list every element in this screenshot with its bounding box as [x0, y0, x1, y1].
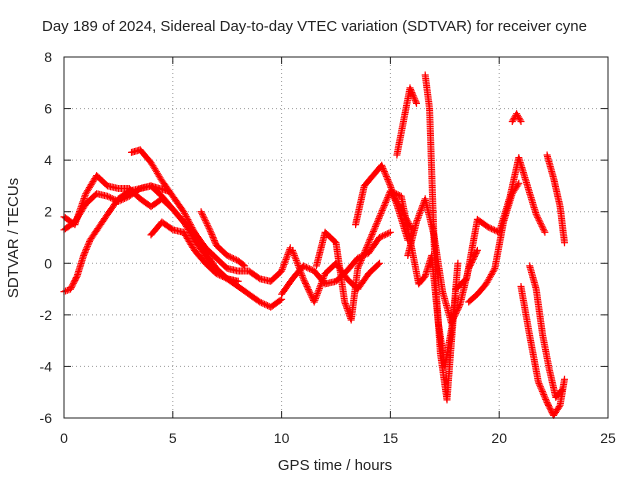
y-tick-label: 4 — [44, 152, 52, 168]
data-point-markers — [465, 179, 523, 306]
data-point-markers — [526, 262, 566, 401]
x-tick-label: 0 — [60, 430, 68, 446]
series-track-11 — [393, 84, 420, 159]
series-track-16 — [465, 179, 523, 306]
data-point-markers — [393, 84, 420, 159]
x-tick-label: 20 — [491, 430, 507, 446]
series-track-19 — [526, 262, 566, 401]
x-axis-label: GPS time / hours — [278, 457, 392, 474]
x-tick-label: 5 — [169, 430, 177, 446]
series-track-6 — [197, 208, 249, 270]
series-track-17 — [508, 110, 525, 125]
x-tick-label: 25 — [600, 430, 616, 446]
y-axis-label: SDTVAR / TECUs — [5, 178, 22, 298]
series-track-18 — [517, 283, 568, 419]
y-tick-label: 2 — [44, 204, 52, 220]
data-point-markers — [197, 208, 249, 270]
data-point-markers — [517, 283, 568, 419]
y-tick-label: 6 — [44, 101, 52, 117]
series-track-5 — [147, 218, 242, 285]
x-tick-label: 10 — [274, 430, 290, 446]
y-tick-label: -6 — [40, 410, 53, 426]
data-point-markers — [421, 71, 462, 404]
data-points — [60, 71, 568, 419]
data-point-markers — [147, 218, 242, 285]
y-tick-label: -4 — [40, 358, 53, 374]
data-point-markers — [543, 151, 568, 247]
data-point-markers — [60, 182, 172, 296]
grid-lines — [64, 57, 608, 418]
y-tick-label: 0 — [44, 255, 52, 271]
axis-ticks: 0 5 10 15 20 25 -6 -4 -2 0 2 4 6 8 — [40, 49, 616, 446]
plot-frame — [63, 56, 609, 419]
y-tick-label: -2 — [40, 307, 53, 323]
y-tick-label: 8 — [44, 49, 52, 65]
series-track-13 — [421, 71, 462, 404]
data-point-markers — [508, 110, 525, 125]
series-track-20 — [543, 151, 568, 247]
x-tick-label: 15 — [383, 430, 399, 446]
series-track-3 — [60, 182, 172, 296]
chart-title: Day 189 of 2024, Sidereal Day-to-day VTE… — [42, 18, 587, 35]
